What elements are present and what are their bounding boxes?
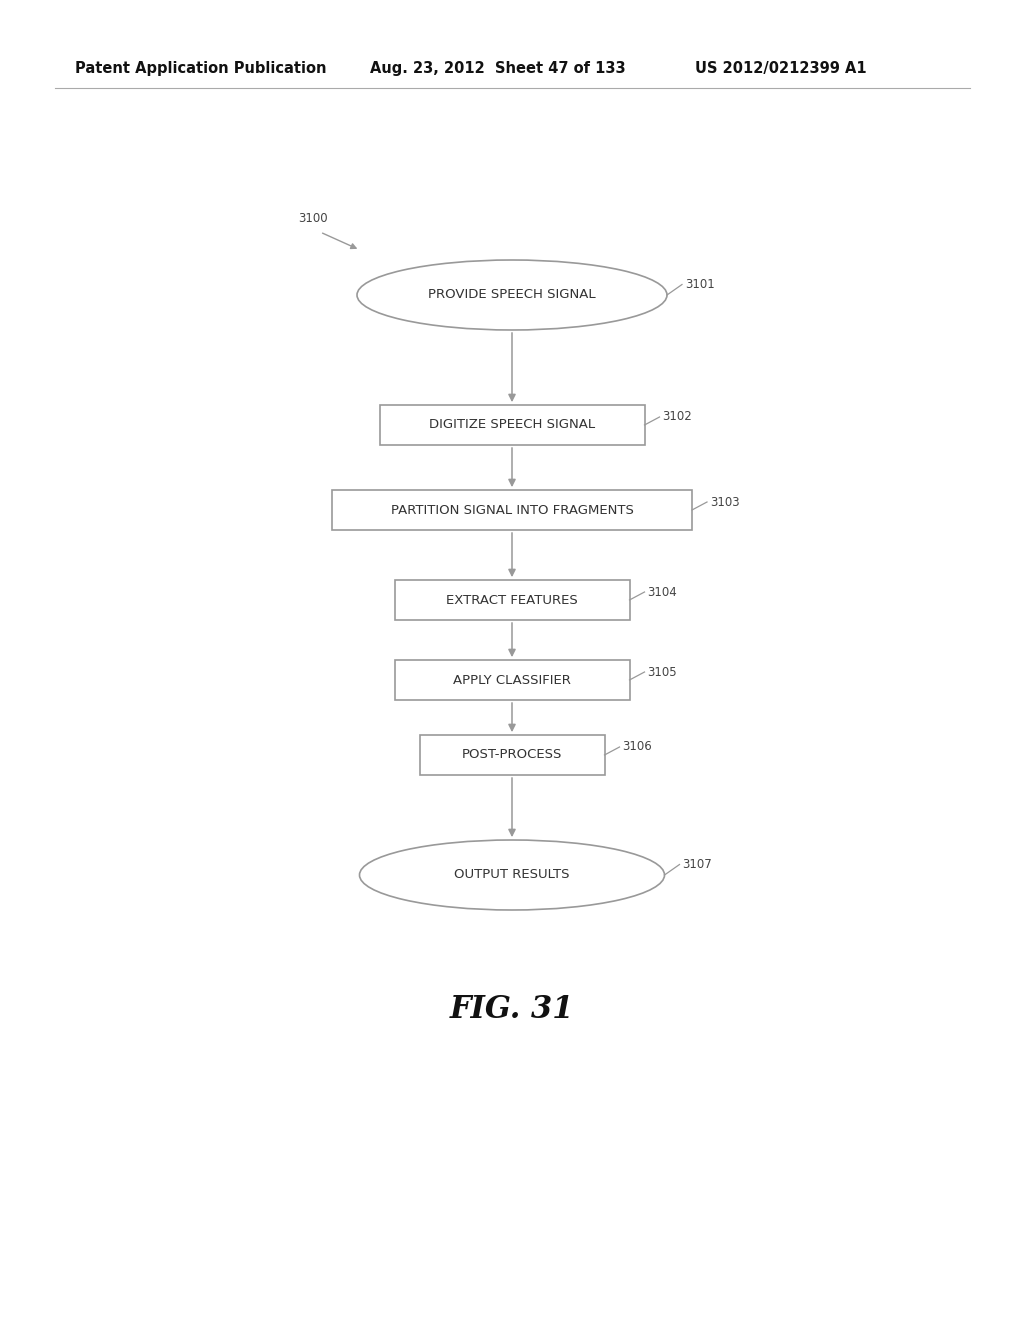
FancyBboxPatch shape — [394, 579, 630, 620]
Text: Aug. 23, 2012  Sheet 47 of 133: Aug. 23, 2012 Sheet 47 of 133 — [370, 61, 626, 75]
Ellipse shape — [359, 840, 665, 909]
Text: 3102: 3102 — [663, 411, 692, 424]
FancyBboxPatch shape — [420, 735, 604, 775]
Text: 3107: 3107 — [683, 858, 713, 871]
Text: FIG. 31: FIG. 31 — [450, 994, 574, 1026]
Text: PARTITION SIGNAL INTO FRAGMENTS: PARTITION SIGNAL INTO FRAGMENTS — [390, 503, 634, 516]
Text: US 2012/0212399 A1: US 2012/0212399 A1 — [695, 61, 866, 75]
Text: 3106: 3106 — [623, 741, 652, 754]
Text: POST-PROCESS: POST-PROCESS — [462, 748, 562, 762]
Text: DIGITIZE SPEECH SIGNAL: DIGITIZE SPEECH SIGNAL — [429, 418, 595, 432]
FancyBboxPatch shape — [380, 405, 644, 445]
Text: APPLY CLASSIFIER: APPLY CLASSIFIER — [453, 673, 571, 686]
Text: 3105: 3105 — [647, 665, 677, 678]
FancyBboxPatch shape — [332, 490, 692, 531]
Text: 3103: 3103 — [710, 495, 739, 508]
Text: Patent Application Publication: Patent Application Publication — [75, 61, 327, 75]
FancyBboxPatch shape — [394, 660, 630, 700]
Text: 3101: 3101 — [685, 279, 715, 290]
Ellipse shape — [357, 260, 667, 330]
Text: 3100: 3100 — [298, 211, 328, 224]
Text: 3104: 3104 — [647, 586, 677, 598]
Text: EXTRACT FEATURES: EXTRACT FEATURES — [446, 594, 578, 606]
Text: OUTPUT RESULTS: OUTPUT RESULTS — [455, 869, 569, 882]
Text: PROVIDE SPEECH SIGNAL: PROVIDE SPEECH SIGNAL — [428, 289, 596, 301]
